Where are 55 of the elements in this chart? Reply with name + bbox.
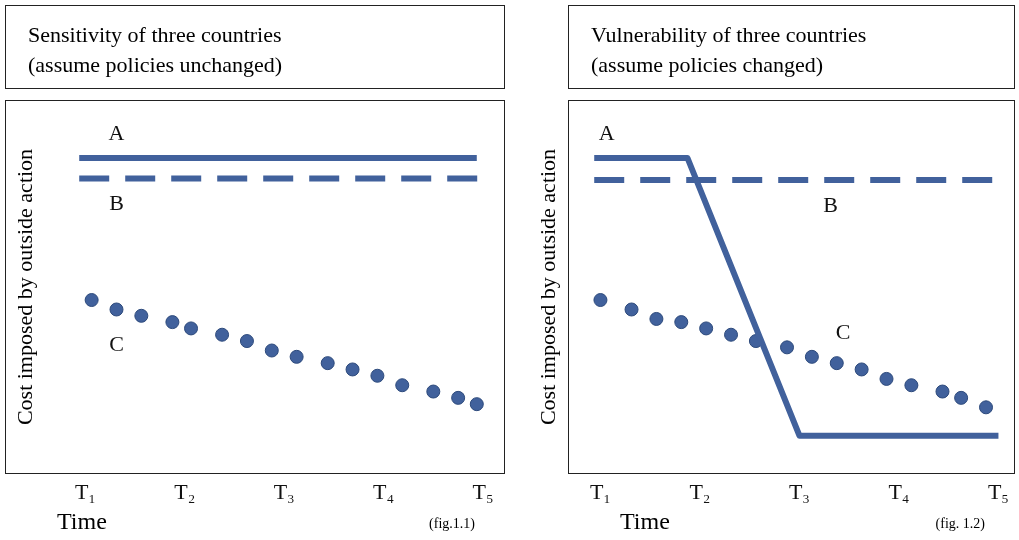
text: (fig. 1.2) [935, 516, 985, 532]
series-label: C [835, 318, 851, 344]
y-axis-title: Cost imposed by outside action [12, 148, 38, 425]
x-tick-label: T₁ [74, 478, 96, 504]
point [84, 293, 99, 308]
x-tick-label: T₅ [472, 478, 494, 504]
point [184, 321, 199, 336]
series-label: A [598, 119, 615, 145]
x-tick-label: T₅ [987, 478, 1009, 504]
series-label: B [109, 190, 124, 216]
point [699, 321, 714, 336]
point [879, 371, 894, 386]
point [649, 311, 664, 326]
point [979, 400, 994, 415]
point [935, 384, 950, 399]
chart-title: Sensitivity of three countries (assume policies unchanged) [5, 5, 505, 89]
point [264, 343, 279, 358]
y-axis-title: Cost imposed by outside action [535, 148, 561, 425]
point [239, 334, 254, 349]
x-tick-label: T₁ [589, 478, 611, 504]
series-label: C [109, 331, 124, 357]
point [854, 362, 869, 377]
point [426, 384, 441, 399]
point [904, 378, 919, 393]
x-tick-label: T₂ [689, 478, 711, 504]
x-tick-label: T₃ [788, 478, 810, 504]
series-label: B [823, 191, 838, 217]
point [724, 327, 739, 342]
x-tick-label: T₂ [174, 478, 196, 504]
series-label: A [108, 119, 125, 145]
x-axis-title: Time [620, 508, 670, 535]
point [624, 302, 639, 317]
x-tick-label: T₄ [888, 478, 910, 504]
point [451, 390, 466, 405]
point [370, 368, 385, 383]
point [109, 302, 124, 317]
point [395, 378, 410, 393]
point [469, 397, 484, 412]
point [954, 390, 969, 405]
x-axis-title: Time [57, 508, 107, 535]
point [320, 356, 335, 371]
point [780, 340, 794, 355]
chart-title: Vulnerability of three countries (assume policies changed) [568, 5, 1015, 89]
x-tick-label: T₄ [373, 478, 395, 504]
point [165, 315, 180, 330]
point [289, 349, 304, 364]
point [134, 308, 149, 323]
point [674, 315, 689, 330]
point [804, 349, 819, 364]
text: (fig.1.1) [429, 516, 475, 532]
point [215, 327, 230, 342]
point [593, 293, 608, 308]
point [345, 362, 360, 377]
x-tick-label: T₃ [273, 478, 295, 504]
point [829, 356, 844, 371]
